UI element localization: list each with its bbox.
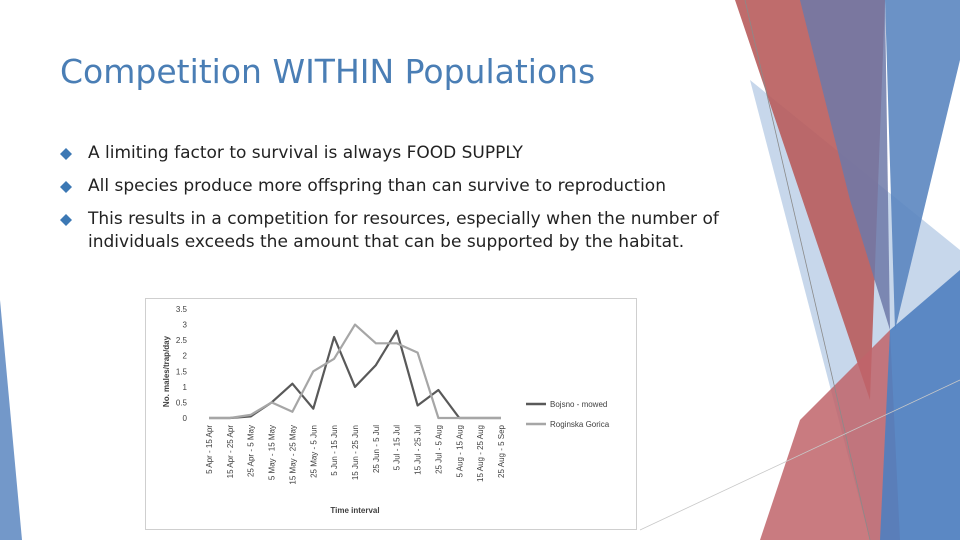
legend-label: Roginska Gorica (550, 420, 610, 429)
diamond-bullet-icon (60, 214, 72, 226)
y-tick-label: 2 (183, 352, 188, 361)
x-tick-label: 25 Apr - 5 May (247, 425, 256, 477)
y-tick-label: 3.5 (176, 305, 188, 314)
x-tick-label: 25 Jun - 5 Jul (372, 425, 381, 473)
x-tick-label: 25 Jul - 5 Aug (434, 425, 443, 474)
x-tick-label: 15 Aug - 25 Aug (476, 425, 485, 482)
bullet-list: A limiting factor to survival is always … (60, 142, 720, 264)
x-tick-label: 15 Apr - 25 Apr (226, 425, 235, 479)
bullet-text: This results in a competition for resour… (88, 209, 719, 252)
deco-blue-top (885, 0, 960, 330)
deco-blue-bottom (880, 270, 960, 540)
x-tick-label: 5 Aug - 15 Aug (455, 425, 464, 478)
y-tick-label: 0.5 (176, 398, 188, 407)
x-tick-label: 15 Jul - 25 Jul (414, 425, 423, 475)
series-line (209, 329, 501, 420)
x-tick-label: 5 Apr - 15 Apr (205, 425, 214, 474)
x-tick-label: 25 Aug - 5 Sep (497, 424, 506, 477)
y-tick-label: 1 (183, 383, 188, 392)
slide-title: Competition WITHIN Populations (60, 52, 596, 91)
y-tick-label: 1.5 (176, 367, 188, 376)
left-edge-shape (0, 300, 22, 540)
legend-label: Bojsno - mowed (550, 400, 607, 409)
bullet-text: All species produce more offspring than … (88, 176, 666, 196)
line-chart: 0 0.5 1 1.5 2 2.5 3 3.5 No. males/trap/day 5 Apr … (162, 305, 610, 515)
bullet-text: A limiting factor to survival is always … (88, 143, 523, 163)
deco-red-bottom (760, 330, 900, 540)
x-tick-label: 5 May - 15 May (268, 425, 277, 480)
series-line (209, 323, 501, 420)
x-axis-title: Time interval (330, 506, 379, 515)
x-tick-label: 5 Jun - 15 Jun (330, 425, 339, 476)
bullet-item: All species produce more offspring than … (60, 175, 720, 198)
x-tick-label: 15 Jun - 25 Jun (351, 425, 360, 480)
y-tick-label: 3 (183, 321, 188, 330)
diamond-bullet-icon (60, 181, 72, 193)
chart-frame: 0 0.5 1 1.5 2 2.5 3 3.5 No. males/trap/day 5 Apr … (145, 298, 637, 530)
x-tick-label: 5 Jul - 15 Jul (393, 425, 402, 471)
deco-line-1 (744, 0, 871, 540)
y-tick-label: 2.5 (176, 336, 188, 345)
x-tick-label: 25 May - 5 Jun (309, 425, 318, 478)
y-axis-title: No. males/trap/day (162, 335, 171, 407)
y-tick-label: 0 (183, 414, 188, 423)
bullet-item: This results in a competition for resour… (60, 208, 720, 254)
diamond-bullet-icon (60, 148, 72, 160)
deco-slate (800, 0, 890, 330)
bullet-item: A limiting factor to survival is always … (60, 142, 720, 165)
deco-line-2 (639, 379, 960, 531)
x-tick-label: 15 May - 25 May (288, 425, 297, 485)
